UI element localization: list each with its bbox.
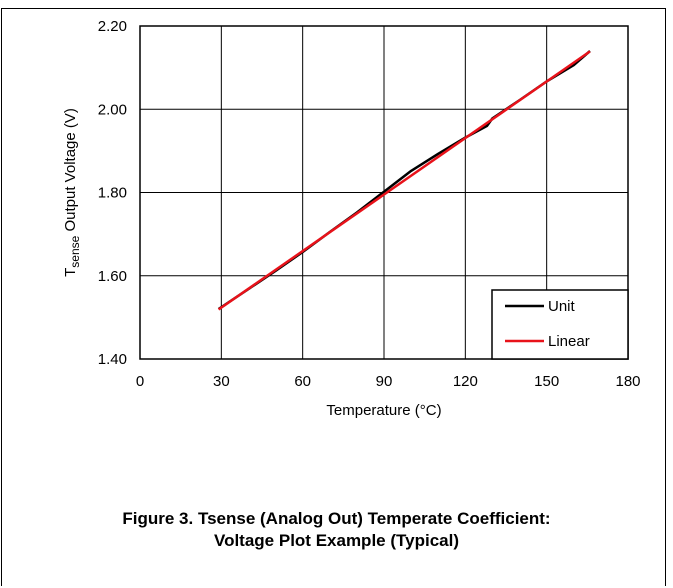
y-tick-label: 2.00: [98, 101, 127, 118]
figure-caption: Figure 3. Tsense (Analog Out) Temperate …: [0, 508, 673, 552]
x-tick-label: 150: [534, 373, 559, 390]
x-tick-label: 180: [615, 373, 640, 390]
y-tick-label: 1.40: [98, 351, 127, 368]
figure-frame: [1, 8, 666, 586]
series-line-linear: [217, 50, 591, 311]
x-tick-label: 60: [294, 373, 311, 390]
x-tick-label: 90: [376, 373, 393, 390]
legend-box: [491, 289, 629, 360]
y-axis-label: Tsense Output Voltage (V): [62, 108, 82, 277]
y-tick-label: 1.60: [98, 268, 127, 285]
y-tick-label: 1.80: [98, 185, 127, 202]
y-tick-label: 2.20: [98, 18, 127, 35]
plot-area: [139, 25, 629, 360]
y-axis-label-main: T: [62, 268, 79, 277]
x-tick-label: 120: [453, 373, 478, 390]
y-axis-label-rest: Output Voltage (V): [62, 108, 79, 236]
legend: Unit Linear: [491, 289, 629, 360]
legend-label: Linear: [548, 333, 590, 350]
caption-line-1: Figure 3. Tsense (Analog Out) Temperate …: [122, 509, 551, 528]
x-tick-label: 30: [213, 373, 230, 390]
y-tick-labels: 1.40 1.60 1.80 2.00 2.20: [98, 18, 127, 368]
chart: 1.40 1.60 1.80 2.00 2.20 0 30 60 90 120 150 180 Te…: [62, 18, 641, 419]
series-lines: [217, 50, 591, 311]
caption-line-2: Voltage Plot Example (Typical): [214, 531, 459, 550]
legend-label: Unit: [548, 298, 576, 315]
y-axis-label-subscript: sense: [68, 235, 82, 267]
x-tick-label: 0: [136, 373, 144, 390]
x-tick-labels: 0 30 60 90 120 150 180: [136, 373, 641, 390]
x-axis-label: Temperature (°C): [326, 402, 441, 419]
